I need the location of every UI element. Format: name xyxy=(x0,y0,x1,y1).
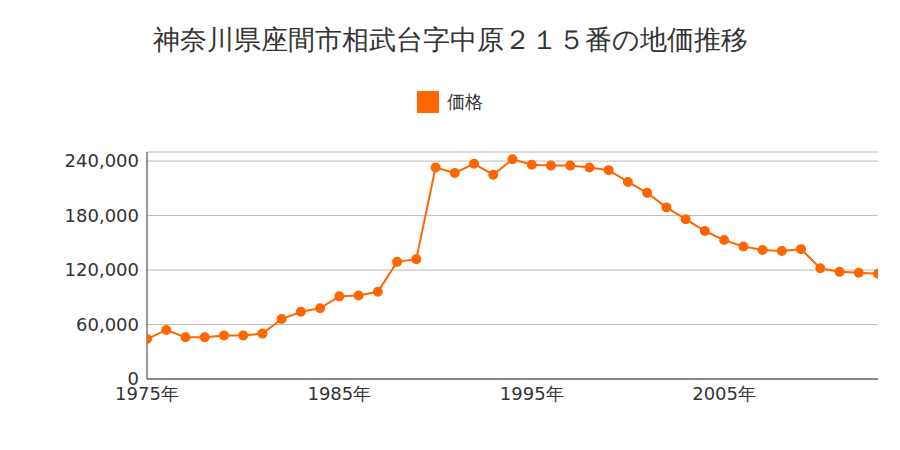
svg-text:180,000: 180,000 xyxy=(65,205,139,226)
svg-text:2005年: 2005年 xyxy=(692,383,756,404)
svg-text:60,000: 60,000 xyxy=(76,314,139,335)
svg-text:1995年: 1995年 xyxy=(500,383,564,404)
svg-text:0: 0 xyxy=(128,368,139,389)
svg-text:1975年: 1975年 xyxy=(115,383,179,404)
svg-text:1985年: 1985年 xyxy=(307,383,371,404)
svg-text:120,000: 120,000 xyxy=(65,259,139,280)
svg-text:240,000: 240,000 xyxy=(65,150,139,171)
html-text:価格: 価格 xyxy=(447,91,483,112)
html-text:神奈川県座間市相武台字中原２１５番の地価推移: 神奈川県座間市相武台字中原２１５番の地価推移 xyxy=(152,24,748,55)
